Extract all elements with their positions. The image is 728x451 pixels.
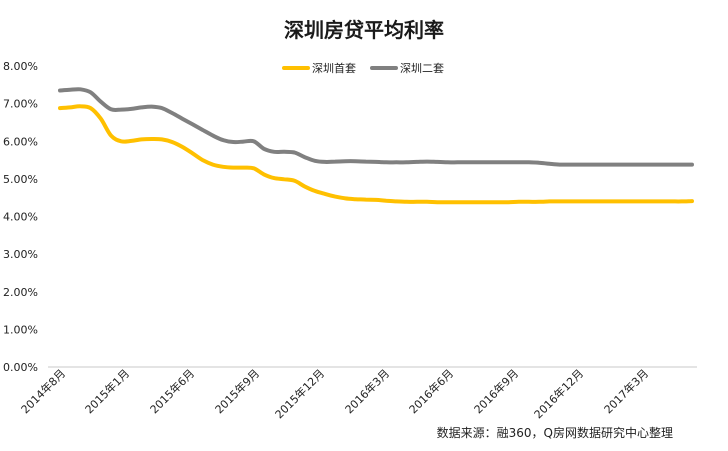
x-tick-label: 2016年3月 xyxy=(342,366,392,416)
x-tick-label: 2017年3月 xyxy=(601,366,651,416)
x-tick-label: 2016年12月 xyxy=(531,366,586,421)
y-tick-label: 4.00% xyxy=(3,211,38,224)
y-tick-label: 3.00% xyxy=(3,248,38,261)
y-tick-label: 0.00% xyxy=(3,361,38,374)
y-tick-label: 8.00% xyxy=(3,60,38,73)
y-tick-label: 1.00% xyxy=(3,323,38,336)
x-tick-label: 2015年6月 xyxy=(147,366,197,416)
series-line-1 xyxy=(58,87,694,167)
source-note: 数据来源：融360，Q房网数据研究中心整理 xyxy=(437,425,673,440)
legend-label: 深圳二套 xyxy=(400,62,444,75)
y-tick-label: 6.00% xyxy=(3,135,38,148)
x-tick-label: 2016年6月 xyxy=(406,366,456,416)
y-tick-label: 7.00% xyxy=(3,98,38,111)
x-axis-ticks: 2014年8月 2015年1月 2015年6月 2015年9月 2015年12月 2016… xyxy=(18,366,651,421)
x-tick-label: 2015年1月 xyxy=(82,366,132,416)
y-tick-label: 2.00% xyxy=(3,286,38,299)
series-line-0 xyxy=(58,104,694,205)
x-tick-label: 2015年12月 xyxy=(272,366,327,421)
legend-label: 深圳首套 xyxy=(312,61,356,75)
y-tick-label: 5.00% xyxy=(3,173,38,186)
x-tick-label: 2015年9月 xyxy=(212,366,262,416)
legend: 深圳首套 深圳二套 xyxy=(282,61,444,75)
x-tick-label: 2016年9月 xyxy=(471,366,521,416)
y-axis-ticks: 0.00% 1.00% 2.00% 3.00% 4.00% 5.00% 6.00% 7.00%… xyxy=(3,60,38,374)
chart-title: 深圳房贷平均利率 xyxy=(284,18,444,42)
series-lines xyxy=(58,87,694,205)
